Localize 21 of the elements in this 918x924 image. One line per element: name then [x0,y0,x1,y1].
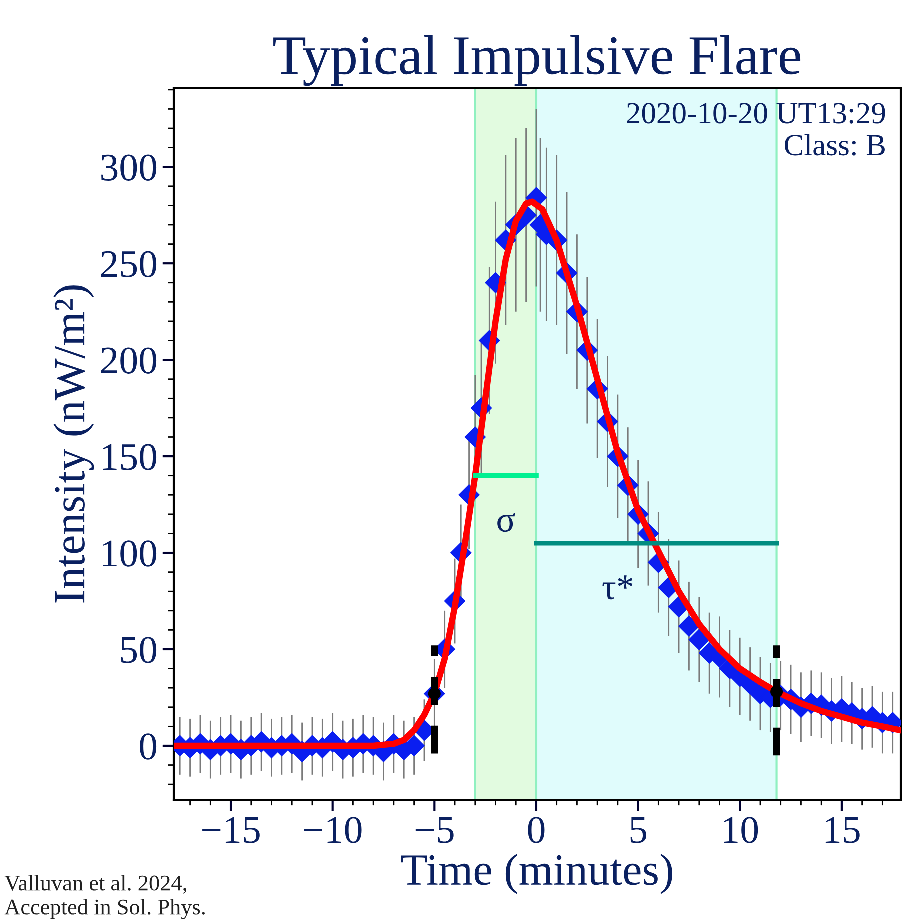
x-axis-title: Time (minutes) [401,854,672,894]
x-tick-label: 5 [630,817,647,844]
text: Valluvan et al. 2024, Accepted in Sol. Phys. [4,875,205,920]
y-tick-label: 100 [103,540,157,567]
x-tick-label: 15 [826,817,860,844]
y-tick-label: 0 [140,734,157,760]
chart-title: Typical Impulsive Flare [274,36,801,86]
y-tick-label: 150 [103,444,157,470]
y-axis-title: Intensity (nW/m²) [54,286,94,603]
annotation: σ [498,513,516,532]
x-tick-label: 10 [724,817,758,844]
x-tick-label: −10 [304,817,362,844]
x-tick-label: −5 [416,817,454,844]
x-tick-label: 0 [528,817,545,844]
y-tick-label: 50 [121,637,157,664]
y-tick-label: 200 [101,348,157,374]
y-tick-label: 300 [102,154,157,181]
x-tick-label: −15 [202,817,260,844]
y-tick-label: 250 [101,251,157,278]
annotation: 2020-10-20 UT13:29 Class: B [627,103,886,156]
annotation: τ* [602,576,633,600]
